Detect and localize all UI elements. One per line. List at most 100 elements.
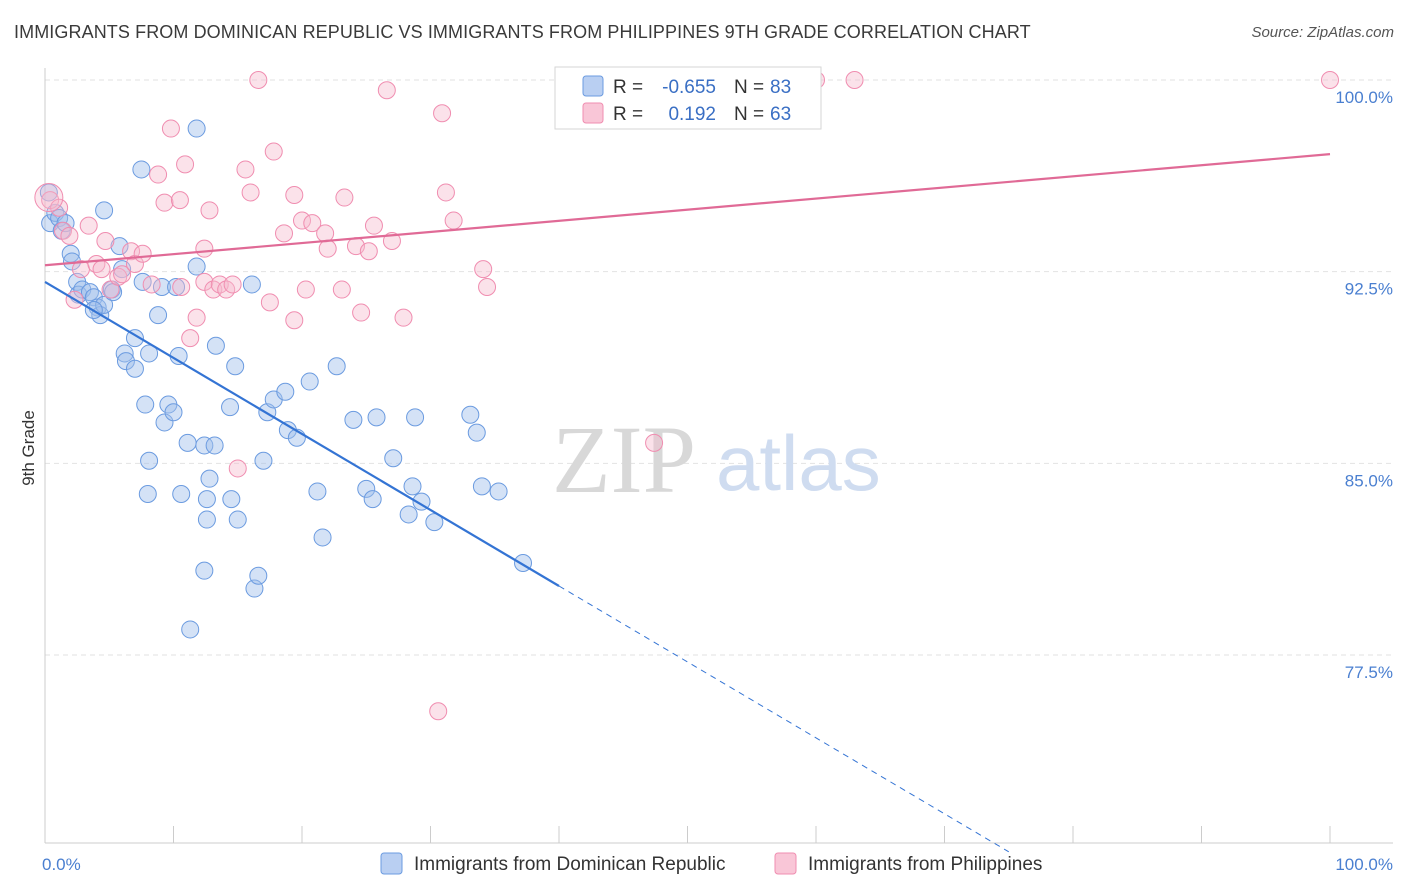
point-philippines bbox=[142, 275, 161, 294]
point-dominican bbox=[116, 352, 135, 371]
point-dominican bbox=[472, 477, 491, 496]
point-dominican bbox=[276, 382, 295, 401]
point-philippines bbox=[41, 191, 60, 210]
point-philippines bbox=[275, 224, 294, 243]
point-dominican bbox=[187, 257, 206, 276]
y-tick-label: 92.5% bbox=[1345, 280, 1393, 299]
legend-label-dominican: Immigrants from Dominican Republic bbox=[414, 854, 726, 875]
point-philippines bbox=[645, 433, 664, 452]
point-dominican bbox=[110, 237, 129, 256]
legend-swatch-dominican bbox=[582, 75, 604, 97]
point-dominican bbox=[461, 405, 480, 424]
series-philippines-points bbox=[34, 71, 1339, 721]
point-dominican bbox=[195, 561, 214, 580]
point-dominican bbox=[205, 436, 224, 455]
legend-swatch-philippines bbox=[582, 102, 604, 124]
point-dominican bbox=[136, 395, 155, 414]
point-dominican bbox=[164, 403, 183, 422]
point-philippines bbox=[113, 265, 132, 284]
y-tick-label: 77.5% bbox=[1345, 663, 1393, 682]
point-philippines bbox=[170, 191, 189, 210]
legend-label-philippines: Immigrants from Philippines bbox=[808, 854, 1042, 875]
point-dominican bbox=[222, 490, 241, 509]
watermark-zip: ZIP bbox=[552, 406, 696, 513]
point-dominican bbox=[357, 479, 376, 498]
trend-line-dominican bbox=[44, 280, 560, 587]
point-dominican bbox=[221, 398, 240, 417]
point-philippines bbox=[285, 311, 304, 330]
point-philippines bbox=[285, 186, 304, 204]
point-philippines bbox=[181, 329, 200, 348]
legend-r-value-philippines: 0.192 bbox=[668, 104, 716, 125]
point-dominican bbox=[95, 201, 114, 220]
series-dominican-points bbox=[39, 119, 533, 639]
point-dominican bbox=[206, 336, 225, 355]
legend-n-value-dominican: 83 bbox=[770, 77, 791, 98]
point-dominican bbox=[467, 423, 486, 442]
legend-n-label: N = bbox=[734, 77, 764, 98]
legend-n-label: N = bbox=[734, 104, 764, 125]
legend-swatch-dominican bbox=[380, 852, 403, 875]
point-philippines bbox=[96, 232, 115, 250]
point-dominican bbox=[489, 482, 508, 501]
point-dominican bbox=[327, 357, 346, 376]
point-philippines bbox=[394, 308, 413, 327]
source-label: Source: ZipAtlas.com bbox=[1251, 24, 1394, 41]
point-philippines bbox=[359, 242, 378, 261]
y-tick-label: 85.0% bbox=[1345, 471, 1393, 490]
point-dominican bbox=[152, 278, 171, 296]
point-philippines bbox=[335, 188, 354, 207]
point-philippines bbox=[352, 303, 371, 322]
point-dominican bbox=[406, 408, 425, 427]
y-tick-label: 100.0% bbox=[1335, 88, 1393, 107]
point-philippines bbox=[296, 280, 315, 299]
point-dominican bbox=[399, 505, 418, 524]
point-philippines bbox=[236, 160, 255, 179]
point-dominican bbox=[200, 469, 219, 488]
trend-line-philippines bbox=[44, 153, 1331, 267]
point-dominican bbox=[84, 288, 103, 307]
point-dominican bbox=[187, 119, 206, 138]
legend-r-label: R = bbox=[613, 77, 643, 98]
point-dominican bbox=[95, 295, 114, 314]
trend-lines bbox=[44, 153, 1331, 853]
chart-title: IMMIGRANTS FROM DOMINICAN REPUBLIC VS IM… bbox=[14, 22, 1031, 42]
point-dominican bbox=[149, 306, 168, 325]
point-philippines bbox=[228, 459, 247, 478]
point-philippines bbox=[260, 293, 279, 312]
point-philippines bbox=[316, 224, 335, 243]
point-dominican bbox=[403, 477, 422, 496]
point-dominican bbox=[167, 278, 186, 296]
point-philippines bbox=[125, 255, 144, 273]
point-dominican bbox=[197, 510, 216, 529]
point-dominican bbox=[363, 490, 382, 509]
point-philippines bbox=[433, 104, 452, 123]
point-philippines bbox=[79, 216, 98, 235]
point-philippines bbox=[195, 272, 214, 291]
point-philippines bbox=[303, 214, 322, 233]
legend-r-value-dominican: -0.655 bbox=[662, 77, 716, 98]
point-dominican bbox=[254, 451, 273, 470]
point-dominican bbox=[197, 490, 216, 509]
y-axis-label: 9th Grade bbox=[19, 410, 38, 486]
point-philippines bbox=[176, 155, 195, 174]
point-dominican bbox=[242, 275, 261, 294]
point-philippines bbox=[241, 183, 260, 202]
point-dominican bbox=[313, 528, 332, 547]
series-legend: Immigrants from Dominican Republic Immig… bbox=[380, 852, 1042, 875]
point-philippines bbox=[318, 239, 337, 258]
point-dominican bbox=[172, 485, 191, 503]
point-philippines bbox=[133, 244, 152, 263]
point-philippines bbox=[149, 165, 168, 184]
point-philippines bbox=[474, 260, 493, 279]
point-dominican bbox=[125, 359, 144, 378]
point-dominican bbox=[195, 436, 214, 455]
point-philippines bbox=[195, 239, 214, 258]
point-philippines bbox=[444, 211, 463, 230]
point-philippines bbox=[60, 226, 79, 245]
point-philippines bbox=[382, 232, 401, 250]
legend-n-value-philippines: 63 bbox=[770, 104, 791, 125]
point-dominican bbox=[228, 510, 247, 529]
point-philippines bbox=[436, 183, 455, 202]
point-philippines bbox=[293, 211, 311, 230]
